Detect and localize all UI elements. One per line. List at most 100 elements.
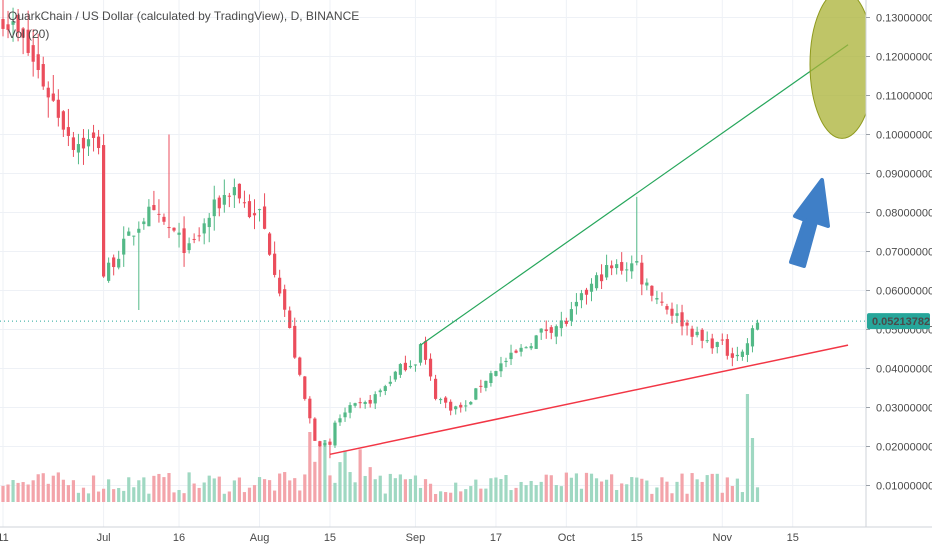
volume-bar [56, 472, 60, 502]
last-price-label: 0.05213782 [872, 316, 930, 328]
volume-bar [423, 479, 428, 502]
candle-body [278, 277, 282, 294]
volume-bar [36, 474, 40, 502]
volume-bar [393, 478, 397, 502]
candle-body [137, 228, 141, 233]
candle-body [227, 195, 231, 197]
volume-bar [177, 490, 181, 502]
volume-bar [217, 476, 221, 502]
volume-bar [137, 480, 141, 502]
candle-body [670, 308, 674, 316]
volume-bar [454, 482, 458, 502]
time-tick-label: 17 [490, 532, 502, 544]
volume-bar [162, 477, 166, 502]
candle-body [630, 263, 634, 272]
candle-body [323, 443, 327, 446]
volume-bar [690, 473, 694, 502]
candle-body [353, 403, 357, 406]
volume-bar [66, 485, 70, 502]
volume-bar [293, 478, 297, 502]
volume-bar [469, 486, 473, 502]
volume-bar [750, 438, 755, 502]
volume-bar [529, 480, 533, 502]
candle-body [423, 341, 428, 360]
volume-bar [715, 473, 719, 502]
volume-bar [725, 477, 729, 502]
volume-bar [207, 475, 211, 502]
candle-body [444, 397, 448, 403]
target-zone-ellipse [809, 0, 875, 139]
candle-body [615, 264, 619, 269]
volume-bar [665, 481, 669, 502]
volume-bar [368, 467, 372, 502]
candle-body [172, 227, 176, 231]
candle-body [6, 24, 10, 30]
candle-body [192, 238, 196, 240]
candle-body [107, 262, 111, 281]
candle-body [685, 322, 689, 326]
volume-bar [273, 490, 277, 502]
candle-body [564, 320, 568, 324]
candle-body [489, 373, 493, 384]
volume-bar [11, 480, 15, 502]
candle-body [273, 253, 277, 275]
volume-bar [464, 489, 468, 502]
volume-bar [328, 475, 332, 502]
candle-body [690, 328, 694, 337]
price-tick-label: 0.02000000 [876, 442, 932, 454]
time-tick-label: 15 [787, 532, 799, 544]
candle-body [464, 405, 468, 407]
candle-body [524, 347, 528, 349]
volume-bar [91, 475, 96, 502]
volume-bar [660, 477, 664, 502]
volume-bar [534, 485, 538, 502]
price-axis-background [866, 0, 932, 527]
candle-body [182, 228, 186, 254]
volume-bar [71, 480, 76, 502]
candle-body [16, 14, 20, 33]
volume-bar [16, 482, 20, 502]
volume-bar [107, 479, 111, 502]
candle-body [313, 418, 317, 441]
candle-body [610, 265, 614, 269]
volume-bar [202, 482, 206, 502]
candle-body [212, 199, 216, 217]
volume-bar [262, 479, 267, 502]
candle-body [574, 301, 579, 307]
volume-bar [313, 461, 317, 502]
candle-body [695, 331, 699, 336]
volume-bar [398, 474, 402, 502]
candle-body [46, 87, 50, 98]
volume-bar [343, 450, 347, 502]
volume-bar [46, 483, 50, 502]
volume-bar [278, 473, 282, 502]
volume-bar [755, 487, 760, 502]
volume-bar [569, 477, 573, 502]
volume-bar [283, 472, 287, 502]
volume-bar [564, 472, 568, 502]
volume-bar [348, 472, 352, 502]
volume-bar [157, 473, 161, 502]
volume-bar [474, 479, 478, 502]
volume-bar [484, 488, 488, 502]
volume-bar [378, 475, 382, 502]
candle-body [645, 282, 649, 286]
volume-bar [670, 493, 674, 502]
candle-body [554, 326, 558, 337]
candle-body [197, 235, 201, 237]
volume-bar [705, 475, 709, 502]
candle-body [66, 127, 70, 136]
chart-title: QuarkChain / US Dollar (calculated by Tr… [8, 9, 360, 23]
volume-bar [710, 473, 714, 502]
volume-bar [449, 492, 453, 502]
candle-body [91, 132, 96, 138]
candle-body [479, 385, 483, 387]
volume-bar [630, 477, 634, 502]
candle-body [36, 54, 40, 70]
volume-bar [675, 481, 679, 502]
volume-bar [700, 481, 704, 502]
volume-bar [579, 488, 584, 502]
volume-bar [167, 473, 171, 502]
candle-body [283, 289, 287, 310]
